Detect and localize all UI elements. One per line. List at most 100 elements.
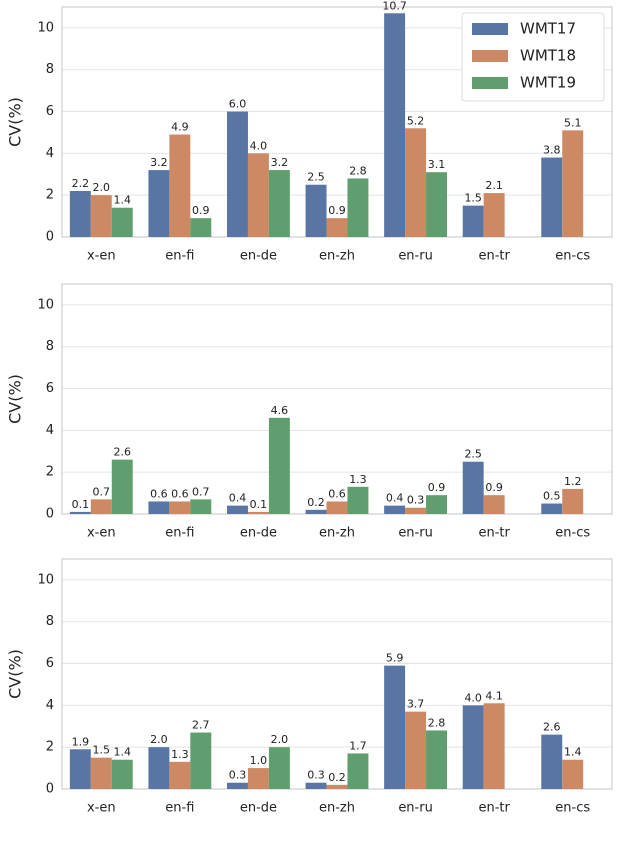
- value-label: 3.7: [407, 698, 425, 711]
- value-label: 1.4: [113, 746, 131, 759]
- bar: [227, 111, 248, 237]
- y-tick-label: 2: [46, 188, 54, 203]
- value-label: 2.5: [307, 171, 325, 184]
- y-tick-label: 8: [46, 339, 54, 354]
- y-axis-label: CV(%): [6, 649, 25, 699]
- value-label: 2.6: [543, 721, 561, 734]
- x-tick-label: x-en: [87, 526, 116, 541]
- value-label: 1.2: [564, 475, 582, 488]
- value-label: 2.8: [428, 716, 446, 729]
- y-tick-label: 4: [46, 423, 54, 438]
- bar: [384, 665, 406, 789]
- value-label: 0.9: [485, 481, 503, 494]
- bar: [405, 507, 427, 514]
- value-label: 1.4: [113, 194, 131, 207]
- value-label: 0.6: [328, 487, 346, 500]
- bar: [227, 505, 248, 514]
- value-label: 0.6: [171, 487, 189, 500]
- x-tick-label: en-ru: [398, 249, 433, 264]
- y-tick-label: 4: [46, 698, 54, 713]
- bar: [562, 759, 584, 789]
- bar: [483, 495, 505, 514]
- bar: [384, 505, 406, 514]
- value-label: 3.2: [271, 156, 289, 169]
- y-tick-label: 0: [46, 782, 54, 797]
- legend-swatch: [472, 23, 508, 35]
- bar: [169, 134, 191, 237]
- x-tick-label: en-fi: [165, 249, 194, 264]
- x-tick-label: en-cs: [555, 249, 590, 264]
- value-label: 0.5: [543, 490, 561, 503]
- x-tick-label: en-tr: [478, 526, 510, 541]
- value-label: 0.3: [307, 769, 325, 782]
- bar: [268, 747, 290, 789]
- bar: [247, 153, 269, 237]
- value-label: 2.0: [150, 733, 168, 746]
- bar: [111, 207, 133, 237]
- value-label: 1.0: [250, 754, 268, 767]
- value-label: 5.2: [407, 114, 425, 127]
- value-label: 0.4: [386, 492, 404, 505]
- value-label: 1.9: [72, 735, 90, 748]
- value-label: 0.1: [250, 498, 268, 511]
- bar: [90, 499, 112, 514]
- x-tick-label: en-tr: [478, 801, 510, 816]
- bar: [190, 218, 212, 237]
- x-tick-label: en-tr: [478, 249, 510, 264]
- x-tick-label: en-zh: [319, 801, 355, 816]
- x-tick-label: en-fi: [165, 526, 194, 541]
- bar: [111, 459, 133, 514]
- x-tick-label: en-de: [240, 249, 277, 264]
- value-label: 3.8: [543, 144, 561, 157]
- bar: [426, 172, 447, 237]
- value-label: 6.0: [229, 98, 247, 111]
- bar: [169, 501, 191, 514]
- y-tick-label: 4: [46, 146, 54, 161]
- y-tick-label: 10: [37, 297, 54, 312]
- value-label: 2.6: [113, 446, 131, 459]
- x-tick-label: en-cs: [555, 526, 590, 541]
- bar: [541, 157, 563, 237]
- value-label: 1.4: [564, 746, 582, 759]
- value-label: 1.5: [464, 192, 482, 205]
- bar: [69, 191, 91, 237]
- value-label: 4.1: [485, 689, 503, 702]
- bar: [462, 461, 484, 514]
- y-axis-label: CV(%): [6, 374, 25, 424]
- y-tick-label: 6: [46, 104, 54, 119]
- y-tick-label: 0: [46, 507, 54, 522]
- bar: [483, 703, 505, 789]
- y-tick-label: 10: [37, 572, 54, 587]
- value-label: 0.1: [72, 498, 90, 511]
- bar: [69, 511, 91, 514]
- bar: [347, 178, 369, 237]
- value-label: 2.0: [93, 181, 111, 194]
- value-label: 4.9: [171, 121, 189, 134]
- legend-swatch: [472, 77, 508, 89]
- bar: [462, 205, 484, 237]
- value-label: 5.1: [564, 116, 582, 129]
- x-tick-label: en-cs: [555, 801, 590, 816]
- bar: [148, 170, 170, 237]
- bar: [426, 495, 447, 514]
- value-label: 0.3: [407, 494, 425, 507]
- y-tick-label: 6: [46, 656, 54, 671]
- y-axis-label: CV(%): [6, 97, 25, 147]
- value-label: 0.9: [192, 204, 210, 217]
- x-tick-label: x-en: [87, 801, 116, 816]
- bar: [562, 130, 584, 237]
- plot-frame: [61, 558, 613, 790]
- bar: [483, 193, 505, 237]
- bar: [247, 511, 269, 514]
- y-tick-label: 8: [46, 614, 54, 629]
- x-tick-label: en-ru: [398, 801, 433, 816]
- value-label: 2.1: [485, 179, 503, 192]
- bar: [405, 128, 427, 237]
- bar: [247, 768, 269, 789]
- value-label: 0.2: [328, 771, 346, 784]
- bar: [541, 503, 563, 514]
- value-label: 0.7: [192, 485, 210, 498]
- bar: [347, 753, 369, 789]
- value-label: 1.7: [349, 739, 367, 752]
